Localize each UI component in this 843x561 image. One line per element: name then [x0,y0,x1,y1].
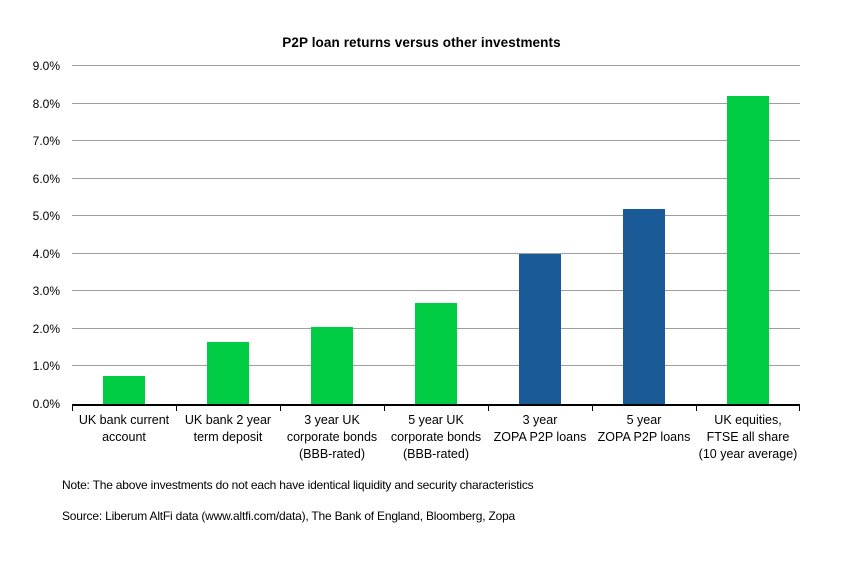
bar [311,327,353,404]
x-axis-tick [176,406,177,411]
bar [415,303,457,404]
gridline [72,102,800,104]
gridline [72,252,800,254]
x-axis-ticks [72,406,800,412]
bar [727,96,769,404]
x-axis-tick [72,406,73,411]
y-tick-label: 5.0% [32,209,60,224]
x-axis-tick [696,406,697,411]
y-tick-label: 2.0% [32,321,60,336]
x-category-label: 3 year ZOPA P2P loans [493,413,587,444]
y-tick-label: 1.0% [32,359,60,374]
x-axis-tick [799,406,800,411]
x-category-label: 3 year UK corporate bonds (BBB-rated) [286,413,378,461]
bar [623,209,665,404]
y-tick-label: 9.0% [32,59,60,73]
y-tick-label: 4.0% [32,246,60,261]
gridline [72,177,800,179]
x-axis-tick [488,406,489,411]
gridline [72,65,800,66]
gridline [72,140,800,142]
x-category-label: UK equities, FTSE all share (10 year ave… [698,413,798,461]
bar [519,254,561,404]
x-axis-tick [592,406,593,411]
gridline [72,290,800,292]
x-category-label: UK bank current account [78,413,170,444]
y-tick-label: 6.0% [32,171,60,186]
note-text: Note: The above investments do not each … [62,478,534,492]
y-tick-label: 0.0% [32,397,60,411]
x-category-label: UK bank 2 year term deposit [184,413,272,444]
source-text: Source: Liberum AltFi data (www.altfi.co… [62,509,516,523]
y-tick-label: 3.0% [32,284,60,299]
y-tick-label: 8.0% [32,96,60,111]
x-axis-tick [384,406,385,411]
y-axis: 0.0% 1.0% 2.0% 3.0% 4.0% 5.0% 6.0% 7.0% 8.0% 9.0% [0,59,60,411]
y-tick-label: 7.0% [32,134,60,149]
gridline [72,215,800,217]
x-axis-tick [280,406,281,411]
x-category-label: 5 year UK corporate bonds (BBB-rated) [390,413,482,461]
x-category-label: 5 year ZOPA P2P loans [597,413,691,444]
plot-area [72,65,800,406]
chart-title: P2P loan returns versus other investment… [282,35,561,50]
bar [207,342,249,404]
x-axis-labels: UK bank current account UK bank 2 year te… [72,412,800,468]
bar [103,376,145,404]
